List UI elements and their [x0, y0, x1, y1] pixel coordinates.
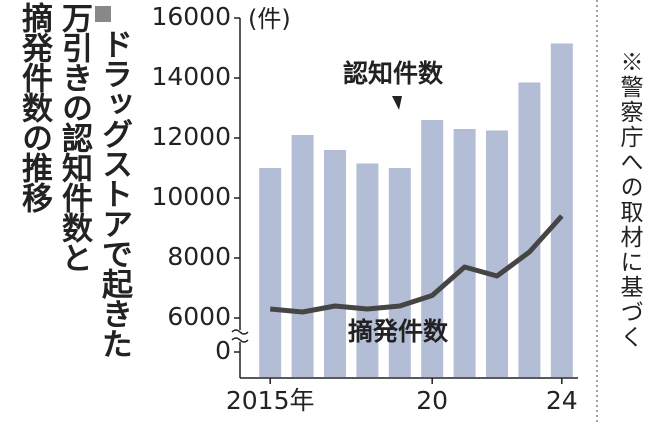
bar — [388, 168, 411, 377]
annotation-pointer — [392, 96, 402, 110]
bar — [453, 129, 476, 377]
y-tick-label: 0 — [215, 336, 231, 365]
bar — [550, 43, 573, 377]
x-tick-label: 20 — [416, 386, 448, 415]
x-tick-label: 2015年 — [226, 386, 315, 415]
unit-label: (件) — [248, 5, 291, 33]
title-line: ドラッグストアで起きた — [96, 28, 132, 358]
x-tick-label: 24 — [546, 386, 578, 415]
y-tick-label: 8000 — [167, 242, 231, 271]
title-line: 摘発件数の推移 — [16, 2, 52, 212]
bar — [324, 150, 346, 377]
bar — [518, 82, 541, 377]
y-tick-label: 16000 — [151, 2, 231, 31]
bar — [486, 130, 508, 377]
y-tick-label: 10000 — [151, 182, 231, 211]
series-label: 摘発件数 — [348, 317, 449, 346]
bar — [356, 163, 379, 377]
series-label: 認知件数 — [343, 59, 444, 88]
y-tick-label: 12000 — [151, 122, 231, 151]
y-tick-label: 14000 — [151, 62, 231, 91]
cube-icon — [95, 6, 111, 22]
line — [269, 214, 564, 315]
bar — [259, 168, 282, 377]
source-note: ※警察庁への取材に基づく — [616, 50, 642, 350]
bar — [421, 120, 444, 377]
bar — [291, 135, 314, 377]
title-line: 万引きの認知件数と — [56, 2, 92, 272]
y-tick-label: 6000 — [167, 302, 231, 331]
axis-break — [231, 329, 249, 343]
